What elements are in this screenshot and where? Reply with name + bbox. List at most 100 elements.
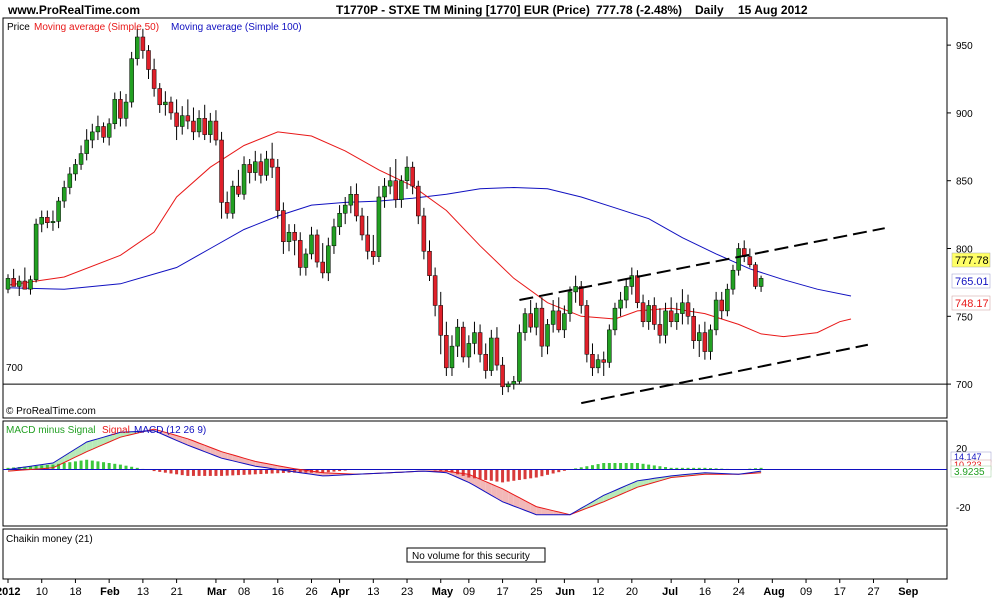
candle-body — [253, 161, 258, 173]
candle — [511, 375, 517, 390]
macd-histogram-bar — [163, 469, 167, 473]
candle-body — [618, 299, 623, 309]
macd-histogram-bar — [281, 469, 285, 473]
macd-histogram-bar — [450, 469, 454, 473]
candle — [387, 167, 393, 195]
macd-histogram-bar — [613, 463, 617, 470]
macd-histogram-bar — [220, 469, 224, 476]
macd-histogram-bar — [124, 465, 128, 470]
candle-body — [281, 210, 286, 242]
candle — [208, 112, 213, 143]
price-tick-label: 750 — [956, 312, 973, 323]
candle-body — [534, 307, 539, 328]
x-tick-label: 16 — [272, 586, 284, 598]
candle — [713, 291, 719, 336]
macd-histogram-bar — [225, 469, 229, 476]
candle-body — [393, 180, 399, 200]
macd-histogram-bar — [248, 469, 252, 475]
candle-body — [196, 118, 202, 133]
x-tick-label: 26 — [305, 586, 317, 598]
candle — [61, 180, 67, 208]
candle-body — [140, 36, 146, 51]
candle — [725, 283, 730, 317]
macd-fill — [86, 440, 93, 452]
candle — [691, 308, 696, 349]
macd-histogram-bar — [57, 463, 61, 470]
candle-body — [354, 194, 359, 217]
macd-histogram-bar — [253, 469, 257, 475]
candle — [67, 167, 73, 195]
macd-histogram-bar — [158, 469, 162, 472]
macd-histogram-bar — [242, 469, 246, 475]
candle-body — [202, 118, 207, 135]
ma100-value: 765.01 — [955, 276, 989, 288]
candle-body — [460, 326, 466, 358]
macd-histogram-bar — [456, 469, 460, 475]
candle-body — [747, 256, 753, 266]
macd-histogram-bar — [602, 463, 606, 470]
candle-body — [22, 280, 28, 290]
candle — [444, 321, 449, 376]
candle — [623, 278, 629, 309]
candle — [421, 207, 427, 260]
last-price-change: 777.78 (-2.48%) — [596, 3, 683, 17]
candle-body — [376, 196, 382, 257]
candle — [382, 178, 387, 208]
macd-histogram-bar — [619, 463, 623, 470]
macd-histogram-bar — [113, 463, 117, 470]
macd-histogram-bar — [321, 469, 325, 473]
candle — [135, 28, 140, 66]
candle-body — [494, 337, 500, 366]
candle — [230, 180, 236, 219]
macd-fill — [114, 432, 121, 440]
candle-body — [657, 324, 663, 336]
macd-histogram-bar — [607, 463, 611, 470]
copyright: © ProRealTime.com — [6, 406, 96, 417]
candle-body — [562, 313, 567, 331]
candle — [236, 169, 241, 197]
last-price-tag: 777.78 — [951, 252, 991, 268]
candle — [314, 229, 320, 268]
candle — [657, 308, 663, 344]
x-tick-label: 16 — [699, 586, 711, 598]
macd-histogram-bar — [686, 467, 690, 470]
price-tick-label: 850 — [956, 177, 973, 188]
candle — [286, 224, 292, 252]
candle — [500, 356, 505, 395]
macd-fill — [215, 449, 222, 459]
candle — [376, 186, 382, 263]
macd-histogram-bar — [85, 459, 89, 470]
macd-histogram-bar — [669, 467, 673, 470]
candle-body — [382, 185, 387, 198]
candle-body — [179, 115, 185, 127]
candle — [33, 218, 39, 283]
candle-body — [725, 288, 730, 312]
x-tick-label: 08 — [238, 586, 250, 598]
candle — [39, 210, 44, 233]
macd-histogram-bar — [478, 469, 482, 480]
x-tick-label: 09 — [463, 586, 475, 598]
candle — [416, 180, 421, 225]
x-tick-label: 09 — [800, 586, 812, 598]
macd-histogram-bar — [658, 466, 662, 470]
candle-body — [264, 158, 269, 176]
candle — [140, 28, 146, 59]
candle-body — [11, 278, 16, 287]
candle-body — [584, 305, 590, 355]
candle — [84, 129, 89, 161]
candle — [123, 93, 129, 127]
candle — [320, 243, 325, 279]
candle-body — [556, 310, 562, 331]
macd-fill — [553, 510, 559, 515]
candle-body — [157, 88, 162, 106]
candle-body — [213, 120, 219, 141]
x-tick-label: 23 — [401, 586, 413, 598]
last-price-value: 777.78 — [955, 255, 989, 267]
candle-body — [713, 299, 719, 331]
macd-histogram-bar — [231, 469, 235, 476]
candle-body — [241, 164, 247, 195]
legend-signal: Signal — [102, 425, 130, 436]
macd-fill — [227, 453, 233, 461]
macd-fill — [232, 454, 239, 463]
